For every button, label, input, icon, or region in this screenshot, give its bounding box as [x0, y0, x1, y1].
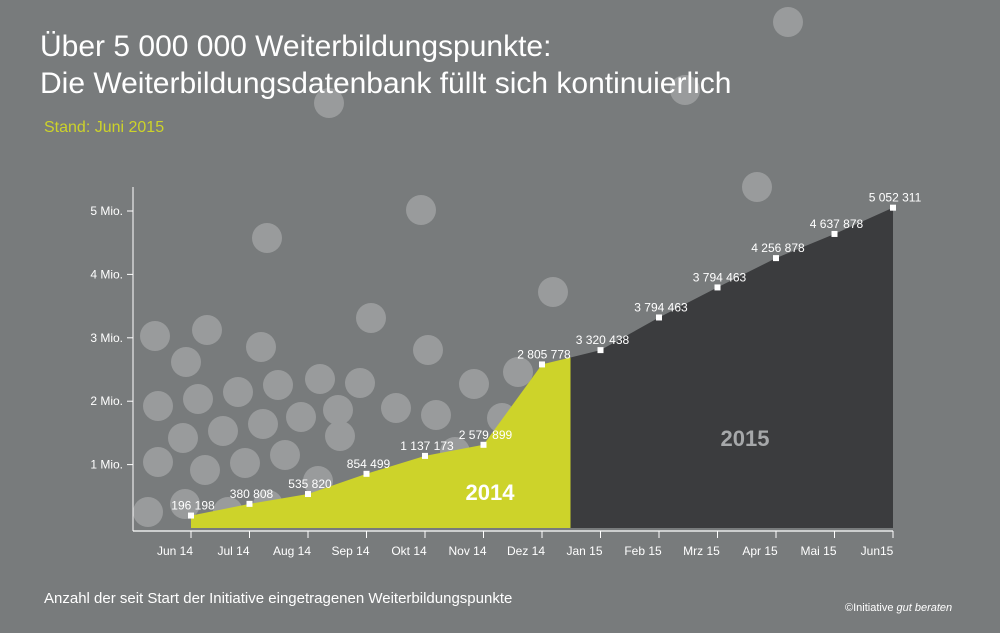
- bubble-decoration: [742, 172, 772, 202]
- data-point: [714, 284, 721, 291]
- bubble-decoration: [413, 335, 443, 365]
- x-tick-label: Mai 15: [800, 544, 836, 558]
- data-label: 2 579 899: [459, 428, 513, 442]
- copyright-credit: ©Initiative gut beraten: [845, 602, 952, 614]
- x-tick-label: Mrz 15: [683, 544, 720, 558]
- year-label-2015: 2015: [721, 426, 770, 451]
- bubble-decoration: [263, 370, 293, 400]
- data-point: [246, 500, 253, 507]
- y-tick-label: 3 Mio.: [90, 331, 123, 345]
- data-label: 854 499: [347, 457, 391, 471]
- data-point: [422, 452, 428, 459]
- bubble-decoration: [208, 416, 238, 446]
- bubble-decoration: [170, 489, 200, 519]
- data-label: 196 198: [171, 499, 215, 513]
- bubble-decoration: [356, 303, 386, 333]
- bubble-decoration: [143, 447, 173, 477]
- data-label: 2 805 778: [517, 347, 571, 361]
- bubble-decoration: [133, 497, 163, 527]
- data-label: 4 256 878: [751, 241, 805, 255]
- data-label: 5 052 311: [869, 191, 922, 205]
- title-line-1: Über 5 000 000 Weiterbildungspunkte:: [40, 30, 552, 63]
- bubble-decoration: [223, 377, 253, 407]
- credit-prefix: ©Initiative: [845, 602, 897, 614]
- data-label: 3 794 463: [693, 270, 747, 284]
- y-tick-label: 1 Mio.: [90, 458, 123, 472]
- credit-brand: gut beraten: [896, 602, 953, 614]
- data-point: [480, 441, 487, 448]
- bubble-decoration: [190, 455, 220, 485]
- x-tick-label: Aug 14: [273, 544, 311, 558]
- bubble-decoration: [143, 391, 173, 421]
- x-tick-label: Jun 14: [157, 544, 193, 558]
- bubble-decoration: [246, 332, 276, 362]
- data-label: 3 794 463: [634, 300, 688, 314]
- bubble-decoration: [406, 195, 436, 225]
- bubble-decoration: [192, 315, 222, 345]
- bubble-decoration: [140, 321, 170, 351]
- data-label: 3 320 438: [576, 333, 630, 347]
- bubble-decoration: [503, 357, 533, 387]
- bubble-decoration: [248, 409, 278, 439]
- bubble-decoration: [381, 393, 411, 423]
- x-tick-label: Jun15: [861, 544, 894, 558]
- bubble-decoration: [459, 369, 489, 399]
- bubble-decoration: [230, 448, 260, 478]
- y-tick-label: 5 Mio.: [90, 204, 123, 218]
- data-point: [363, 470, 370, 477]
- x-tick-label: Sep 14: [331, 544, 369, 558]
- bubble-decoration: [286, 402, 316, 432]
- data-label: 535 820: [288, 477, 332, 491]
- data-point: [597, 347, 604, 354]
- data-label: 1 137 173: [400, 439, 454, 453]
- x-tick-label: Feb 15: [624, 544, 662, 558]
- bubble-decoration: [168, 423, 198, 453]
- title-line-2: Die Weiterbildungsdatenbank füllt sich k…: [40, 67, 732, 100]
- bubble-decoration: [323, 395, 353, 425]
- area-2015: [570, 207, 893, 528]
- data-point: [831, 230, 838, 237]
- y-tick-label: 2 Mio.: [90, 394, 123, 408]
- data-point: [539, 361, 545, 368]
- bubble-decoration: [670, 75, 700, 105]
- data-point: [188, 512, 194, 519]
- x-tick-label: Nov 14: [448, 544, 486, 558]
- bubble-decoration: [252, 223, 282, 253]
- bubble-decoration: [270, 440, 300, 470]
- area-2014: [191, 357, 571, 528]
- bubble-decoration: [183, 384, 213, 414]
- data-point: [773, 255, 779, 262]
- bubble-decoration: [773, 7, 803, 37]
- bubble-decoration: [171, 347, 201, 377]
- bubble-decoration: [421, 400, 451, 430]
- bubble-decoration: [305, 364, 335, 394]
- bubble-decoration: [325, 421, 355, 451]
- data-point: [890, 204, 896, 211]
- page-title: Über 5 000 000 Weiterbildungspunkte: Die…: [40, 28, 732, 102]
- data-point: [305, 491, 311, 498]
- chart-caption: Anzahl der seit Start der Initiative ein…: [44, 590, 513, 607]
- data-label: 380 808: [230, 487, 274, 501]
- x-tick-label: Jul 14: [217, 544, 249, 558]
- data-label: 4 637 878: [810, 217, 864, 231]
- bubble-decoration: [538, 277, 568, 307]
- year-label-2014: 2014: [466, 480, 516, 505]
- x-tick-label: Dez 14: [507, 544, 545, 558]
- x-tick-label: Okt 14: [391, 544, 427, 558]
- stand-date: Stand: Juni 2015: [44, 119, 165, 136]
- y-tick-label: 4 Mio.: [90, 267, 123, 281]
- bubble-decoration: [314, 88, 344, 118]
- bubble-decoration: [345, 368, 375, 398]
- x-tick-label: Jan 15: [566, 544, 602, 558]
- x-tick-label: Apr 15: [742, 544, 778, 558]
- data-point: [656, 314, 662, 321]
